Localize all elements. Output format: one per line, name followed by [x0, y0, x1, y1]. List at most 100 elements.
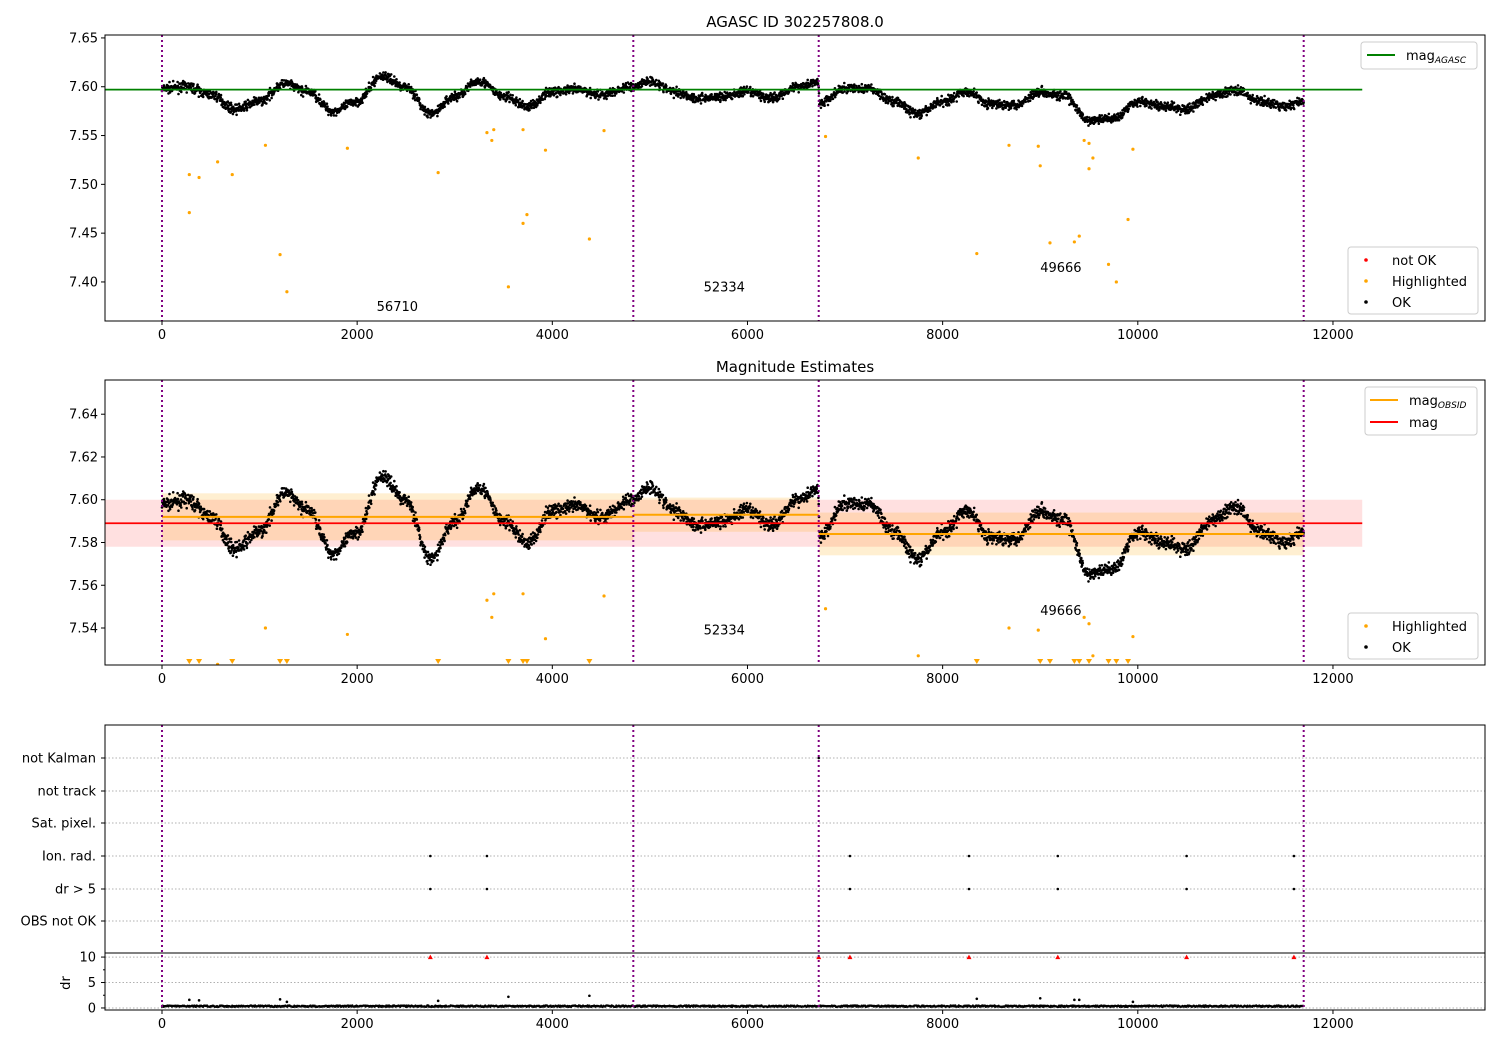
legend-label: not OK [1392, 254, 1437, 269]
y-tick-label: 7.40 [69, 275, 98, 290]
ok-point [870, 83, 873, 86]
ok-point [920, 114, 923, 118]
y-tick-label: 7.55 [69, 129, 98, 144]
y-tick-label: 7.50 [69, 178, 98, 193]
ok-point [418, 535, 422, 539]
ok-point [528, 546, 531, 550]
ok-point [327, 113, 330, 117]
ok-point [661, 82, 665, 85]
ok-point [215, 513, 218, 516]
ok-point [282, 79, 286, 82]
ok-point [662, 90, 665, 94]
ok-point [215, 527, 219, 530]
ok-point [202, 507, 206, 511]
ok-point [374, 484, 378, 487]
ok-point [411, 505, 415, 509]
ok-point [831, 97, 835, 100]
ok-point [433, 556, 436, 559]
ok-point [895, 98, 899, 102]
ok-point [883, 93, 887, 96]
ok-point [773, 91, 776, 94]
ok-point [261, 534, 264, 538]
ok-point [215, 100, 219, 103]
ok-point [221, 98, 224, 101]
ok-point [357, 535, 361, 539]
ok-point [268, 524, 272, 527]
ok-point [458, 520, 461, 523]
ok-point [225, 103, 228, 106]
ok-point [412, 90, 415, 94]
ok-point [1249, 102, 1253, 105]
ok-point [1055, 96, 1059, 99]
highlighted-point [278, 253, 282, 257]
x-tick-label: 4000 [536, 328, 569, 343]
ok-point [463, 509, 467, 513]
legend-agasc: magAGASC [1360, 41, 1478, 70]
ok-point [322, 533, 326, 536]
highlighted-point [492, 128, 496, 132]
ok-point [819, 106, 823, 110]
ok-point [407, 83, 411, 86]
ok-point [345, 540, 349, 544]
obsid-label: 56710 [377, 300, 418, 315]
ok-point [301, 95, 305, 98]
ok-point [228, 107, 232, 111]
ok-point [1097, 122, 1101, 125]
ok-point [171, 79, 175, 83]
ok-point [1229, 85, 1233, 89]
ok-point [443, 539, 446, 543]
ok-point [917, 114, 921, 117]
chart-title: Magnitude Estimates [716, 358, 874, 376]
ok-point [192, 82, 195, 86]
ok-point [1229, 93, 1232, 96]
ok-point [1055, 94, 1058, 97]
ok-point [374, 81, 377, 85]
ok-point [373, 493, 376, 496]
y-tick-label: 7.45 [69, 227, 98, 242]
ok-point [710, 93, 713, 96]
ok-point [1149, 99, 1153, 102]
ok-point [685, 90, 688, 94]
ok-point [474, 491, 478, 495]
ok-point [823, 97, 827, 100]
ok-point [909, 116, 912, 119]
ok-point [588, 86, 592, 90]
ok-point [913, 108, 917, 112]
ok-point [436, 553, 440, 557]
ok-point [219, 96, 222, 99]
ok-point [201, 95, 205, 99]
x-tick-label: 2000 [341, 328, 374, 343]
highlighted-point [285, 290, 289, 294]
ok-point [395, 78, 398, 81]
ok-point [365, 512, 369, 515]
ok-point [184, 82, 188, 86]
ok-point [911, 107, 914, 110]
ok-point [407, 495, 411, 499]
ok-point [265, 102, 268, 105]
ok-point [596, 90, 600, 93]
ok-point [246, 106, 249, 109]
ok-point [489, 498, 492, 502]
ok-point [365, 509, 368, 513]
ok-point [332, 554, 336, 557]
ok-point [180, 90, 183, 94]
ok-point [312, 508, 316, 512]
ok-point [268, 99, 272, 102]
ok-point [300, 503, 304, 506]
ok-point [231, 543, 235, 547]
ok-point [896, 96, 900, 100]
ok-point [248, 540, 252, 544]
ok-point [672, 96, 676, 100]
ok-point [290, 490, 294, 494]
ok-point [1069, 96, 1073, 99]
ok-point [749, 85, 752, 89]
ok-point [389, 475, 393, 478]
y-tick-label: 7.65 [69, 31, 98, 46]
ok-point [243, 544, 246, 548]
ok-point [382, 469, 385, 473]
ok-point [1145, 104, 1148, 107]
x-tick-label: 6000 [731, 328, 764, 343]
ok-point [886, 101, 890, 105]
ok-point [423, 556, 426, 559]
